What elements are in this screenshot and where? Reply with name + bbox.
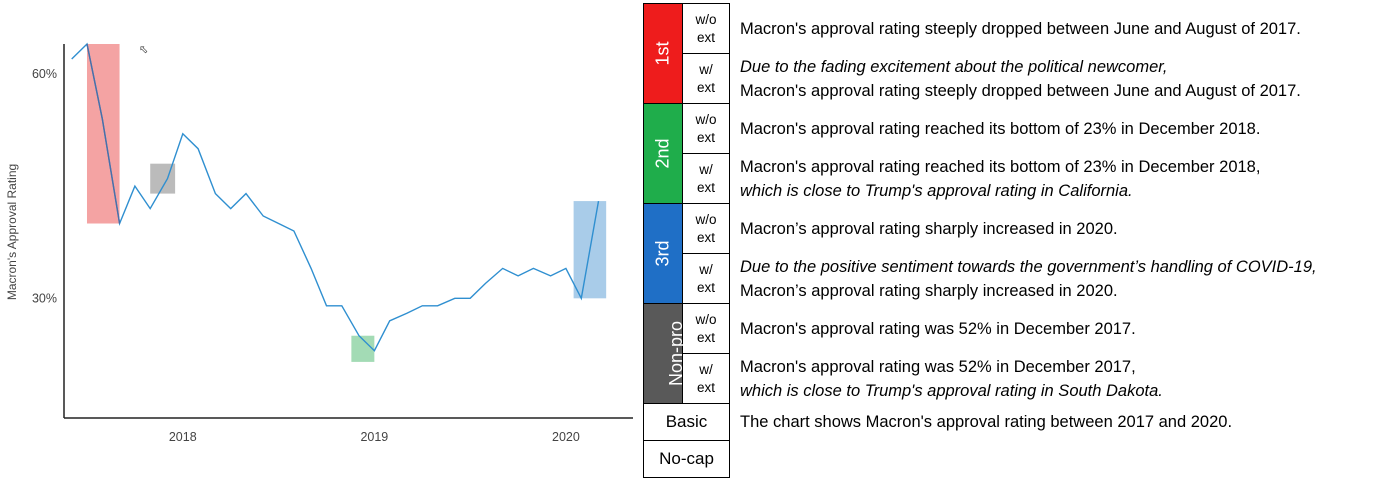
condition-label: Non-pro — [643, 303, 686, 404]
extension-text: w/ — [699, 161, 713, 177]
caption-text: Macron’s approval rating sharply increas… — [730, 204, 1375, 254]
caption-line: Macron's approval rating was 52% in Dece… — [740, 357, 1136, 376]
basic-label: Basic — [643, 403, 730, 441]
caption-row: 3rd w/o ext Macron’s approval rating sharpl… — [643, 203, 1375, 304]
caption-text: Macron's approval rating reached its bot… — [730, 104, 1375, 154]
y-tick-label: 60% — [32, 67, 57, 81]
caption-line: which is close to Trump's approval ratin… — [740, 181, 1133, 200]
caption-row: 1st w/o ext Macron's approval rating steepl… — [643, 3, 1375, 104]
nocap-row: No-cap — [643, 440, 1375, 478]
extension-text: w/ — [699, 61, 713, 77]
extension-label: w/ext — [682, 53, 730, 104]
caption-text: The chart shows Macron's approval rating… — [740, 413, 1233, 431]
extension-text: ext — [696, 279, 715, 295]
x-tick-labels: 2018 2019 2020 — [169, 430, 580, 444]
caption-text: Macron's approval rating steeply dropped… — [730, 4, 1375, 54]
x-tick-label: 2019 — [360, 430, 388, 444]
basic-row: Basic The chart shows Macron's approval r… — [643, 403, 1375, 441]
caption-line: Macron’s approval rating sharply increas… — [740, 219, 1118, 238]
extension-text: ext — [696, 29, 715, 45]
extension-label: w/o ext — [682, 203, 730, 254]
condition-label: 2nd — [643, 103, 683, 204]
caption-line: Macron's approval rating steeply dropped… — [740, 19, 1301, 38]
caption-text: Macron's approval rating was 52% in Dece… — [730, 354, 1375, 404]
caption-text: Due to the fading excitement about the p… — [730, 54, 1375, 104]
condition-label-text: 2nd — [652, 138, 673, 169]
extension-label: w/ext — [682, 153, 730, 204]
extension-text: w/ — [699, 361, 713, 377]
caption-text: Macron's approval rating reached its bot… — [730, 154, 1375, 204]
extension-text: ext — [696, 229, 715, 245]
extension-text: ext — [696, 79, 715, 95]
condition-label-text: Non-pro — [666, 320, 687, 387]
caption-text: Due to the positive sentiment towards th… — [730, 254, 1375, 304]
caption-row: w/ext Due to the positive sentiment towar… — [644, 253, 1375, 304]
extension-text: w/o — [695, 211, 717, 227]
extension-label: w/o ext — [682, 3, 730, 54]
extension-text: w/o — [695, 111, 717, 127]
extension-text: w/ — [699, 261, 713, 277]
x-tick-label: 2018 — [169, 430, 197, 444]
extension-text: ext — [696, 329, 715, 345]
y-tick-label: 30% — [32, 291, 57, 305]
extension-text: w/o — [695, 11, 717, 27]
caption-row: w/ext Macron's approval rating reached it… — [644, 153, 1375, 204]
extension-label: w/ext — [682, 253, 730, 304]
condition-label-text: 1st — [652, 41, 673, 66]
caption-row: w/ext Due to the fading excitement about … — [644, 53, 1375, 104]
condition-label: 1st — [643, 3, 683, 104]
extension-label: w/ext — [682, 353, 730, 404]
caption-line: Macron's approval rating was 52% in Dece… — [740, 319, 1136, 338]
caption-line: which is close to Trump's approval ratin… — [740, 381, 1163, 400]
caption-row: 2nd w/o ext Macron's approval rating reache… — [643, 103, 1375, 204]
caption-text — [730, 441, 1375, 478]
approval-line-chart: 2018 2019 2020 30% 60% Macron's Approval Ra… — [5, 42, 633, 444]
caption-line: Macron’s approval rating sharply increas… — [740, 281, 1118, 300]
caption-line: Macron's approval rating reached its bot… — [740, 119, 1261, 138]
caption-line: Macron's approval rating reached its bot… — [740, 157, 1261, 176]
highlight-region-3 — [351, 335, 375, 362]
caption-row: w/ext Macron's approval rating was 52% in… — [644, 353, 1375, 404]
y-tick-labels: 30% 60% — [32, 67, 57, 305]
condition-label: 3rd — [643, 203, 683, 304]
extension-label: w/o ext — [682, 103, 730, 154]
caption-line: Due to the positive sentiment towards th… — [740, 257, 1317, 276]
y-axis-label: Macron's Approval Rating — [5, 164, 19, 300]
caption-text: Macron's approval rating was 52% in Dece… — [730, 304, 1375, 354]
extension-text: ext — [696, 179, 715, 195]
extension-text: ext — [696, 129, 715, 145]
extension-label: w/o ext — [682, 303, 730, 354]
condition-label-text: 3rd — [652, 240, 673, 267]
caption-table: 1st w/o ext Macron's approval rating steepl… — [643, 3, 1375, 478]
caption-line: Due to the fading excitement about the p… — [740, 57, 1168, 76]
extension-text: w/o — [695, 311, 717, 327]
extension-text: ext — [696, 379, 715, 395]
highlight-segment — [86, 43, 121, 224]
mouse-cursor-icon: ⬁ — [139, 44, 149, 56]
nocap-label: No-cap — [643, 440, 730, 478]
approval-line — [71, 42, 600, 352]
x-tick-label: 2020 — [552, 430, 580, 444]
caption-row: Non-pro w/o ext Macron's approval rating wa… — [643, 303, 1375, 404]
caption-line: Macron's approval rating steeply dropped… — [740, 81, 1301, 100]
